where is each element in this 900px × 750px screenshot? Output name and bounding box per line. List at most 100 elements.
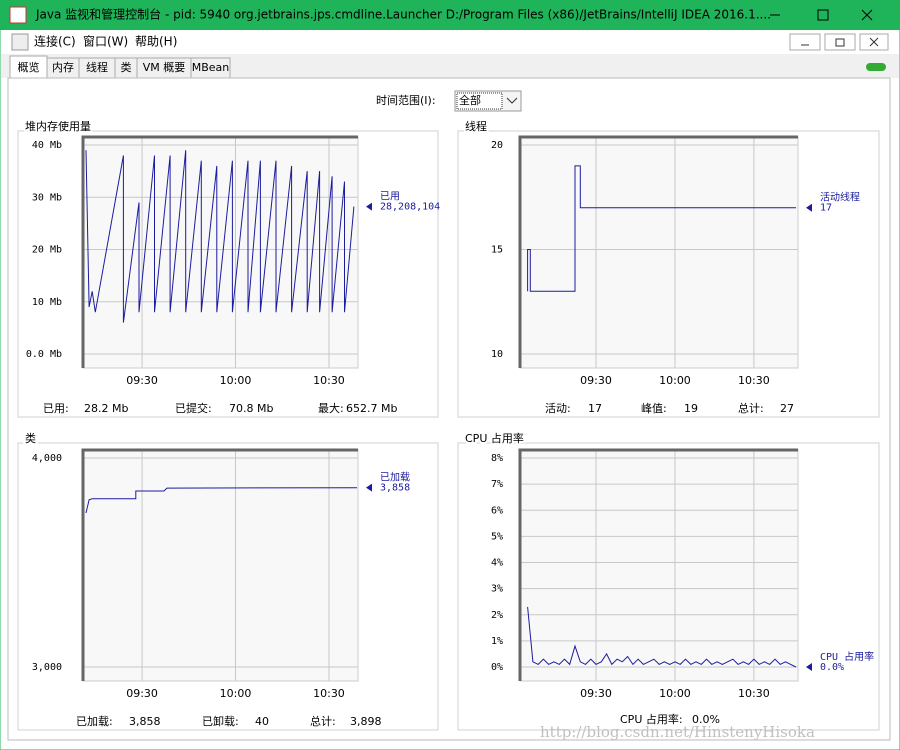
y-tick-label: 15 xyxy=(491,245,503,256)
plot-area xyxy=(519,136,799,369)
y-tick-label: 7% xyxy=(491,479,503,490)
stat-label: 已卸载: xyxy=(202,714,239,728)
stat-value: 0.0% xyxy=(692,713,720,726)
plot-area xyxy=(82,136,359,369)
stat-value: 40 xyxy=(255,715,269,728)
series-line xyxy=(85,150,355,323)
inner-minimize[interactable] xyxy=(789,33,821,51)
y-tick-label: 30 Mb xyxy=(32,192,62,203)
title-bar xyxy=(0,0,900,30)
close-button[interactable] xyxy=(861,9,873,21)
current-value: 3,858 xyxy=(380,483,410,494)
x-tick-label: 10:30 xyxy=(313,374,345,387)
y-tick-label: 1% xyxy=(491,636,503,647)
plot-area xyxy=(519,449,799,682)
connection-icon xyxy=(866,63,886,71)
menu-icon xyxy=(11,33,29,51)
current-value: 0.0% xyxy=(820,662,844,673)
stat-label: 已用: xyxy=(43,402,69,415)
stat-value: 652.7 Mb xyxy=(346,402,397,415)
plot-area xyxy=(82,449,359,682)
legend-name: 已用 xyxy=(380,192,400,203)
plot-frame xyxy=(81,448,358,681)
stat-label: 总计: xyxy=(738,401,764,415)
x-tick-label: 10:00 xyxy=(659,687,691,700)
stat-value: 19 xyxy=(684,402,698,415)
stat-value: 27 xyxy=(780,402,794,415)
select-arrow xyxy=(506,97,518,104)
x-tick-label: 10:30 xyxy=(738,374,770,387)
tabs: 概览 内存 线程类 VM 概要 MBean xyxy=(9,55,231,79)
time-range-label: 时间范围(I): xyxy=(376,93,436,107)
x-tick-label: 10:00 xyxy=(220,687,252,700)
plot-frame xyxy=(518,135,798,368)
stat-value: 28.2 Mb xyxy=(84,402,128,415)
series-line xyxy=(527,165,796,292)
current-marker xyxy=(366,483,372,492)
maximize-button[interactable] xyxy=(817,9,829,21)
x-tick-label: 10:30 xyxy=(313,687,345,700)
x-tick-label: 09:30 xyxy=(580,687,612,700)
y-tick-label: 3% xyxy=(491,584,503,595)
x-tick-label: 10:00 xyxy=(659,374,691,387)
y-tick-label: 40 Mb xyxy=(32,140,62,151)
chart-title: 类 xyxy=(25,431,36,445)
select-focus xyxy=(456,92,503,110)
x-tick-label: 10:30 xyxy=(738,687,770,700)
stat-value: 3,858 xyxy=(129,715,161,728)
stat-value: 70.8 Mb xyxy=(229,402,273,415)
tab-label: 概览 xyxy=(18,60,40,74)
stat-value: 17 xyxy=(588,402,602,415)
y-tick-label: 0.0 Mb xyxy=(26,349,62,360)
plot-frame xyxy=(518,448,798,681)
menu-bar xyxy=(1,30,899,52)
y-tick-label: 10 xyxy=(491,349,503,360)
y-tick-label: 4,000 xyxy=(32,453,62,464)
inner-button-icons xyxy=(801,37,879,47)
y-tick-label: 6% xyxy=(491,505,503,516)
tab-label: VM 概要 xyxy=(143,61,186,74)
y-tick-label: 4% xyxy=(491,558,503,569)
menu-item[interactable]: 窗口(W) xyxy=(83,35,128,49)
plot-frame xyxy=(81,135,358,368)
chart-title: CPU 占用率 xyxy=(465,431,524,445)
current-marker xyxy=(366,202,372,211)
window-title: Java 监视和管理控制台 - pid: 5940 org.jetbrains.… xyxy=(35,7,771,22)
y-tick-label: 0% xyxy=(491,662,503,673)
menu-item[interactable]: 帮助(H) xyxy=(135,35,177,49)
tab-label: MBean xyxy=(192,61,230,74)
stat-label: 已提交: xyxy=(175,401,212,415)
menu-item[interactable]: 连接(C) xyxy=(34,34,76,49)
stat-label: 活动: xyxy=(545,402,571,415)
tab-label: 类 xyxy=(121,60,132,74)
time-range-value: 全部 xyxy=(459,93,481,107)
y-tick-label: 10 Mb xyxy=(32,297,62,308)
stat-label: 最大: xyxy=(318,401,344,415)
current-value: 17 xyxy=(820,203,832,214)
stat-value: 3,898 xyxy=(350,715,382,728)
watermark: http://blog.csdn.net/HinstenyHisoka xyxy=(540,723,815,741)
stat-label: 已加载: xyxy=(76,715,113,728)
y-tick-label: 8% xyxy=(491,453,503,464)
y-tick-label: 5% xyxy=(491,531,503,542)
inner-restore[interactable] xyxy=(824,33,856,51)
app-icon xyxy=(9,6,27,24)
stat-label: 总计: xyxy=(310,714,336,728)
current-marker xyxy=(806,203,812,212)
legend-name: CPU 占用率 xyxy=(820,650,874,663)
chart-title: 线程 xyxy=(465,119,487,133)
y-tick-label: 2% xyxy=(491,610,503,621)
tab-label: 内存 xyxy=(52,60,74,74)
y-tick-label: 20 xyxy=(491,140,503,151)
legend-name: 已加载 xyxy=(380,472,410,484)
legend-name: 活动线程 xyxy=(820,191,860,204)
chart-title: 堆内存使用量 xyxy=(25,119,91,133)
series-line xyxy=(85,487,358,514)
x-tick-label: 09:30 xyxy=(126,374,158,387)
y-tick-label: 3,000 xyxy=(32,662,62,673)
charts: 堆内存使用量 0.0 Mb 10 Mb 20 Mb 30 Mb 40 Mb 09:30 10:… xyxy=(17,117,880,731)
series-line xyxy=(527,606,797,668)
x-tick-label: 09:30 xyxy=(126,687,158,700)
